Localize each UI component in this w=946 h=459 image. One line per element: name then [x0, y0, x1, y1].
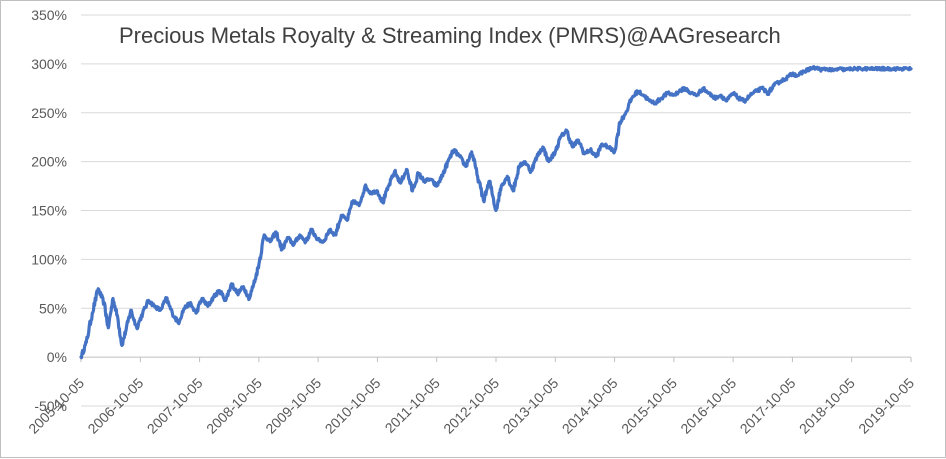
x-tick-label: 2011-10-05: [382, 375, 443, 436]
x-axis-ticks: 2005-10-052006-10-052007-10-052008-10-05…: [25, 357, 917, 437]
y-tick-label: 300%: [31, 56, 67, 72]
y-tick-label: -50%: [34, 398, 67, 414]
y-axis-ticks: -50% 0% 50% 100% 150% 200% 250% 300% 350%: [31, 7, 67, 414]
y-tick-label: 100%: [31, 251, 67, 267]
series-layer: [79, 65, 913, 360]
y-tick-label: 50%: [39, 300, 67, 316]
y-tick-label: 200%: [31, 154, 67, 170]
y-tick-label: 150%: [31, 203, 67, 219]
y-tick-label: 350%: [31, 7, 67, 23]
y-tick-label: 0%: [47, 349, 67, 365]
chart-title: Precious Metals Royalty & Streaming Inde…: [119, 23, 781, 48]
y-tick-label: 250%: [31, 105, 67, 121]
series-line-pmrs: [79, 65, 913, 360]
